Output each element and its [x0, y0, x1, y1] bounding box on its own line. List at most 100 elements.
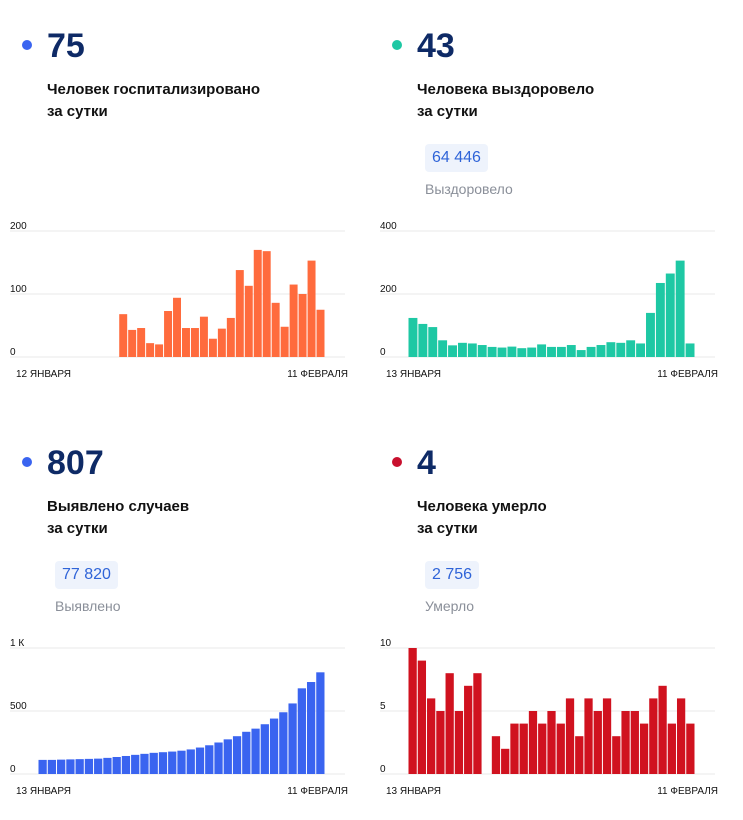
cases-x-start-label: 13 ЯНВАРЯ: [16, 786, 71, 797]
deaths-bar: [427, 698, 436, 774]
recovered-bar: [547, 346, 556, 357]
recovered-bar: [626, 340, 636, 357]
cases-bar: [66, 759, 75, 774]
recovered-bar: [576, 350, 586, 357]
recovered-bar: [408, 317, 418, 357]
deaths-bar: [491, 736, 501, 774]
deaths-bar: [464, 685, 473, 774]
deaths-bar: [612, 736, 621, 774]
hospitalized-bar: [137, 328, 146, 357]
hospitalized-x-start-label: 12 ЯНВАРЯ: [16, 369, 71, 380]
deaths-bar: [417, 660, 427, 774]
cases-bar: [94, 758, 103, 774]
recovered-bar: [457, 342, 467, 357]
hospitalized-bar: [119, 314, 128, 357]
deaths-bar: [528, 711, 538, 774]
panel-recovered: 43 Человека выздоровело за сутки 64 446 …: [370, 0, 740, 400]
deaths-bar: [501, 748, 510, 774]
cases-bar: [57, 759, 66, 774]
cases-bar: [131, 754, 140, 774]
deaths-bar: [639, 723, 649, 774]
panel-cases: 807 Выявлено случаев за сутки 77 820 Выя…: [0, 410, 370, 820]
deaths-number: 4: [417, 444, 436, 482]
cases-total-badge: 77 820: [55, 561, 118, 589]
deaths-desc-line2: за сутки: [417, 520, 478, 537]
deaths-bar: [538, 723, 547, 774]
cases-dot: [22, 457, 32, 467]
recovered-bar: [655, 282, 665, 357]
deaths-bar: [602, 698, 612, 774]
hospitalized-bar: [190, 328, 199, 357]
deaths-bar: [575, 736, 584, 774]
cases-bar: [47, 759, 57, 774]
recovered-total-label: Выздоровело: [425, 181, 513, 197]
recovered-bar: [606, 342, 616, 357]
hospitalized-y-tick-label: 100: [10, 284, 27, 295]
recovered-desc: Человека выздоровело за сутки: [417, 79, 717, 123]
deaths-bar: [667, 723, 676, 774]
recovered-bar: [418, 323, 428, 357]
hospitalized-bar: [199, 316, 208, 357]
recovered-bar: [507, 346, 517, 357]
recovered-x-end-label: 11 ФЕВРАЛЯ: [657, 369, 718, 380]
recovered-bar: [596, 345, 606, 357]
deaths-dot: [392, 457, 402, 467]
recovered-bar: [556, 346, 566, 357]
recovered-total-badge: 64 446: [425, 144, 488, 172]
deaths-bar: [519, 723, 528, 774]
recovered-desc-line1: Человека выздоровело: [417, 81, 595, 98]
cases-desc: Выявлено случаев за сутки: [47, 496, 347, 540]
cases-bar: [260, 724, 269, 774]
hospitalized-bar: [280, 326, 289, 357]
hospitalized-bar: [244, 285, 253, 357]
hospitalized-bar: [316, 309, 325, 357]
deaths-y-tick-label: 5: [380, 701, 386, 712]
recovered-bar: [646, 312, 655, 357]
recovered-bar: [586, 346, 596, 357]
cases-bar: [186, 749, 195, 774]
deaths-total-badge: 2 756: [425, 561, 480, 589]
cases-bar: [242, 731, 251, 774]
cases-bar: [223, 739, 232, 774]
hospitalized-bar: [128, 329, 137, 357]
recovered-bar: [537, 344, 547, 357]
cases-bar: [288, 703, 297, 774]
hospitalized-desc-line1: Человек госпитализировано: [47, 81, 261, 98]
cases-bar: [149, 752, 158, 774]
recovered-number: 43: [417, 27, 455, 65]
deaths-bar: [621, 711, 630, 774]
recovered-y-tick-label: 0: [380, 347, 386, 358]
panel-hospitalized: 75 Человек госпитализировано за сутки 20…: [0, 0, 370, 400]
cases-bar: [177, 750, 186, 774]
recovered-bar: [487, 346, 497, 357]
recovered-bar: [527, 347, 537, 357]
recovered-y-tick-label: 400: [380, 221, 397, 232]
recovered-y-tick-label: 200: [380, 284, 397, 295]
cases-bar: [195, 747, 205, 774]
cases-y-tick-label: 1 К: [10, 638, 24, 649]
hospitalized-bar: [164, 311, 173, 357]
deaths-desc-line1: Человека умерло: [417, 498, 547, 515]
cases-bar: [84, 758, 94, 774]
deaths-desc: Человека умерло за сутки: [417, 496, 717, 540]
recovered-dot: [392, 40, 402, 50]
cases-bar: [140, 753, 149, 774]
recovered-bar: [448, 345, 457, 357]
deaths-bar: [547, 711, 556, 774]
recovered-bar: [616, 342, 626, 357]
recovered-desc-line2: за сутки: [417, 103, 478, 120]
hospitalized-bar: [271, 302, 280, 357]
cases-desc-line1: Выявлено случаев: [47, 498, 190, 515]
hospitalized-bar: [208, 338, 217, 357]
hospitalized-bar: [307, 260, 316, 357]
cases-bar: [306, 682, 316, 774]
cases-total-label: Выявлено: [55, 598, 121, 614]
recovered-bar: [566, 345, 576, 357]
cases-bar: [75, 759, 84, 774]
hospitalized-chart: 200 100 012 ЯНВАРЯ 11 ФЕВРАЛЯ: [10, 221, 348, 380]
cases-bar: [168, 751, 177, 774]
deaths-bar: [556, 723, 565, 774]
hospitalized-y-tick-label: 0: [10, 347, 16, 358]
hospitalized-bar: [289, 284, 298, 357]
recovered-bar: [438, 340, 448, 357]
